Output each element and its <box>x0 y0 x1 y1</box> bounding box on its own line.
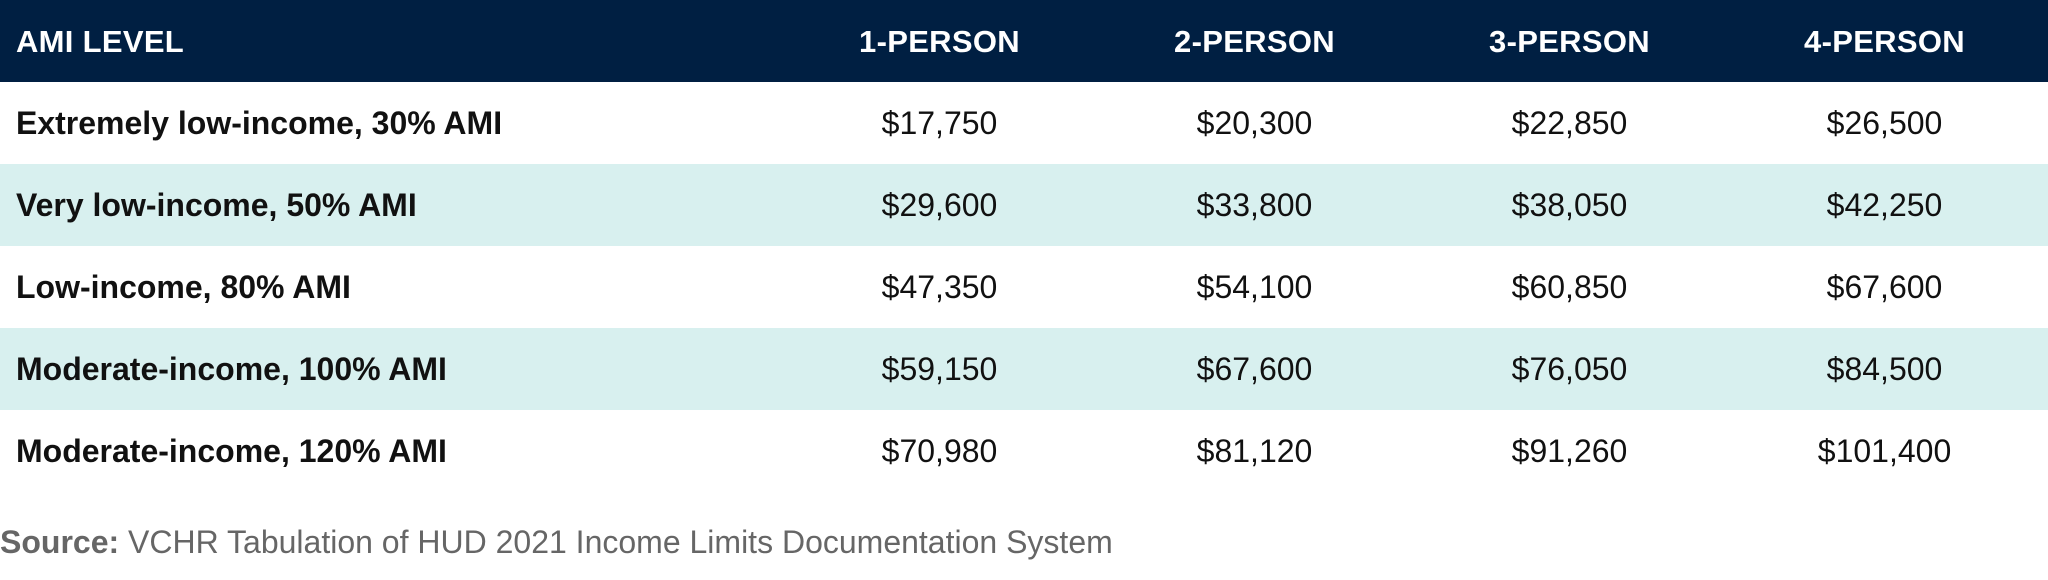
table-row: Moderate-income, 120% AMI $70,980 $81,12… <box>0 410 2048 492</box>
header-4-person: 4-PERSON <box>1804 23 1965 59</box>
table-row: Moderate-income, 100% AMI $59,150 $67,60… <box>0 328 2048 410</box>
row-level-label: Very low-income, 50% AMI <box>16 187 417 223</box>
cell-1-person: $17,750 <box>881 105 998 141</box>
cell-2-person: $67,600 <box>1196 351 1313 387</box>
row-level-label: Extremely low-income, 30% AMI <box>16 105 503 141</box>
table-row: Extremely low-income, 30% AMI $17,750 $2… <box>0 82 2048 164</box>
income-limits-table: AMI LEVEL 1-PERSON 2-PERSON 3-PERSON 4-P… <box>0 0 2048 492</box>
cell-2-person: $54,100 <box>1196 269 1313 305</box>
header-3-person: 3-PERSON <box>1489 23 1650 59</box>
cell-1-person: $59,150 <box>881 351 998 387</box>
row-level-label: Moderate-income, 100% AMI <box>16 351 447 387</box>
table-header-row: AMI LEVEL 1-PERSON 2-PERSON 3-PERSON 4-P… <box>0 0 2048 82</box>
cell-3-person: $91,260 <box>1511 433 1628 469</box>
cell-4-person: $67,600 <box>1826 269 1943 305</box>
cell-2-person: $81,120 <box>1196 433 1313 469</box>
cell-2-person: $33,800 <box>1196 187 1313 223</box>
row-level-label: Low-income, 80% AMI <box>16 269 351 305</box>
header-1-person: 1-PERSON <box>859 23 1020 59</box>
cell-3-person: $60,850 <box>1511 269 1628 305</box>
header-ami-level: AMI LEVEL <box>16 23 185 59</box>
row-level-label: Moderate-income, 120% AMI <box>16 433 447 469</box>
source-note: Source: VCHR Tabulation of HUD 2021 Inco… <box>0 524 1113 561</box>
cell-3-person: $76,050 <box>1511 351 1628 387</box>
table-row: Low-income, 80% AMI $47,350 $54,100 $60,… <box>0 246 2048 328</box>
cell-3-person: $22,850 <box>1511 105 1628 141</box>
header-2-person: 2-PERSON <box>1174 23 1335 59</box>
cell-4-person: $42,250 <box>1826 187 1943 223</box>
cell-1-person: $29,600 <box>881 187 998 223</box>
cell-1-person: $70,980 <box>881 433 998 469</box>
cell-4-person: $84,500 <box>1826 351 1943 387</box>
cell-2-person: $20,300 <box>1196 105 1313 141</box>
table-row: Very low-income, 50% AMI $29,600 $33,800… <box>0 164 2048 246</box>
source-text: VCHR Tabulation of HUD 2021 Income Limit… <box>128 524 1113 560</box>
cell-3-person: $38,050 <box>1511 187 1628 223</box>
source-label: Source: <box>0 524 120 560</box>
cell-4-person: $101,400 <box>1817 433 1952 469</box>
cell-1-person: $47,350 <box>881 269 998 305</box>
cell-4-person: $26,500 <box>1826 105 1943 141</box>
